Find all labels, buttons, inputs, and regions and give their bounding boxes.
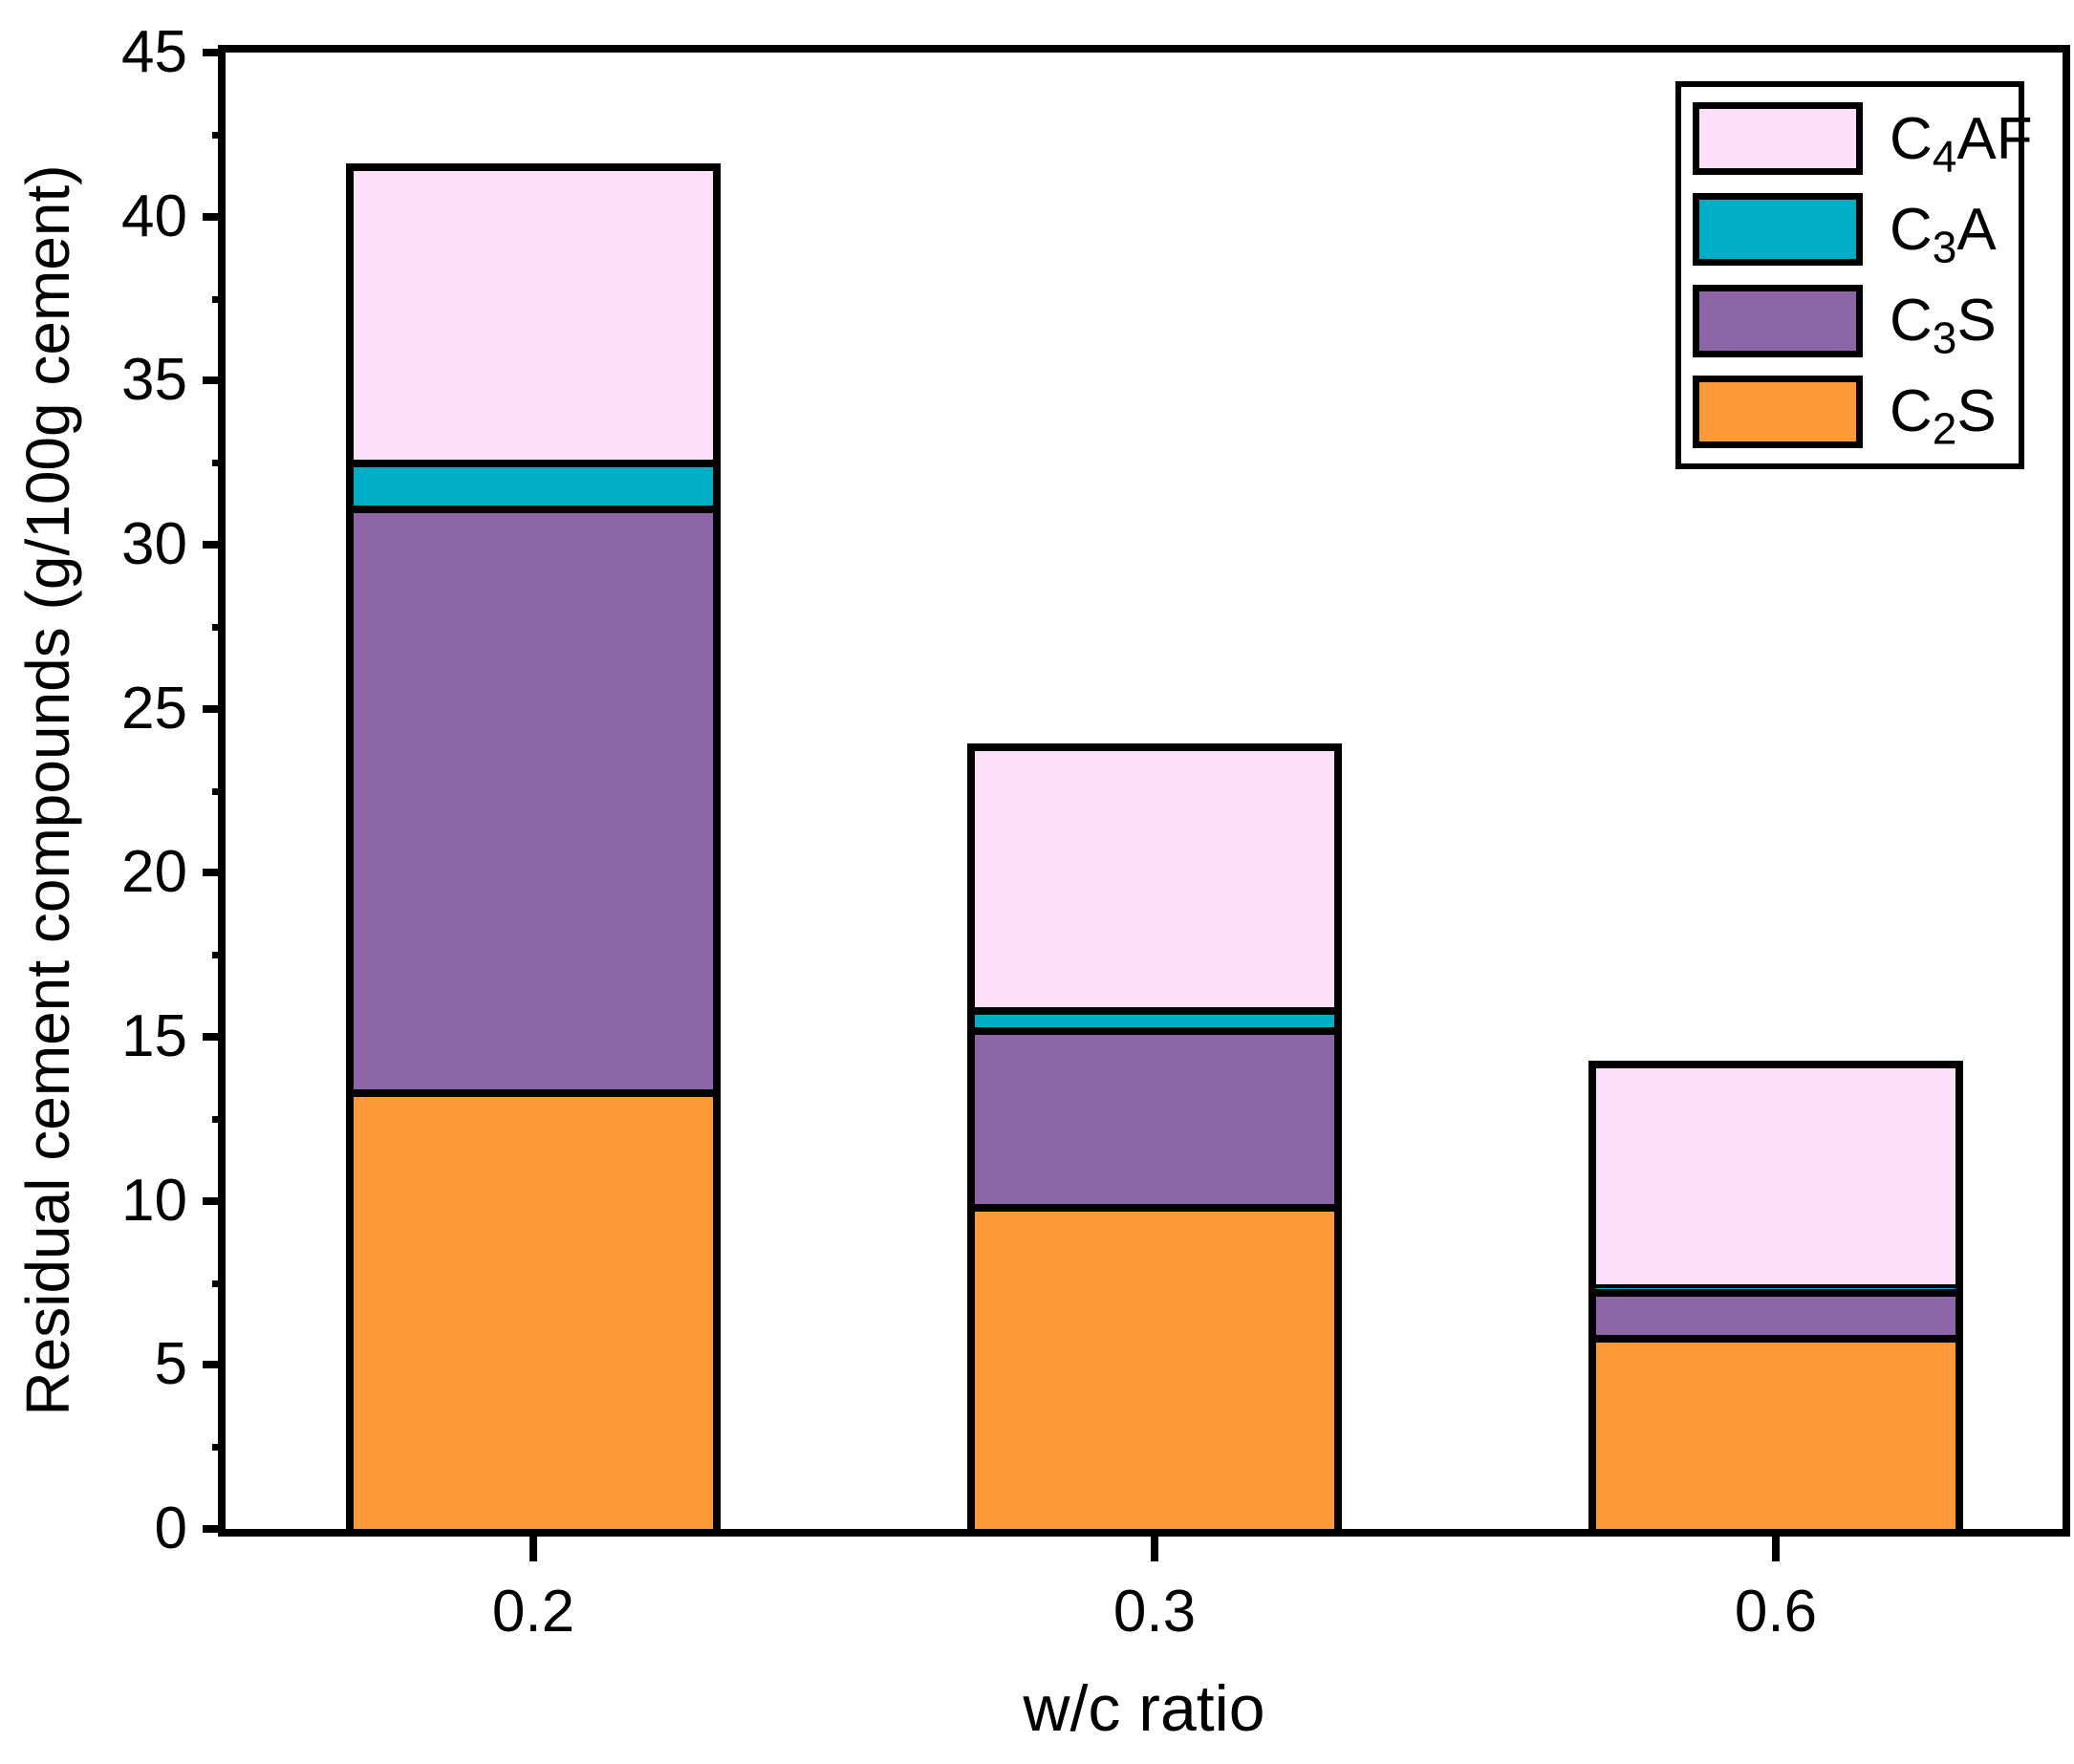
y-major-tick (203, 49, 226, 56)
y-tick-label: 30 (121, 511, 187, 577)
y-tick-label: 45 (121, 19, 187, 85)
y-tick-label: 15 (121, 1003, 187, 1069)
legend-label-C3S: C3S (1890, 288, 1997, 363)
y-tick-label: 40 (121, 183, 187, 249)
bar-segment-C3S (354, 505, 713, 1089)
legend-label-C3A: C3A (1890, 196, 1997, 272)
legend-item-C4AF: C4AF (1693, 97, 2033, 181)
y-minor-tick (212, 460, 226, 467)
x-axis-title: w/c ratio (1023, 1672, 1265, 1745)
legend-label-C2S: C2S (1890, 378, 1997, 454)
y-tick-label: 0 (154, 1495, 187, 1561)
y-major-tick (203, 704, 226, 713)
y-major-tick (203, 541, 226, 549)
x-major-tick (529, 1537, 537, 1561)
y-minor-tick (212, 295, 226, 303)
y-tick-label: 25 (121, 675, 187, 742)
bar-segment-C2S (354, 1088, 713, 1529)
y-major-tick (203, 1033, 226, 1041)
y-minor-tick (212, 1115, 226, 1123)
legend-item-C2S: C2S (1693, 370, 2007, 454)
x-major-tick (1151, 1537, 1158, 1561)
bar-segment-C2S (1596, 1335, 1955, 1529)
y-major-tick (203, 1361, 226, 1369)
y-major-tick (203, 1196, 226, 1205)
y-minor-tick (212, 952, 226, 959)
legend-swatch-C4AF (1693, 102, 1863, 175)
legend-swatch-C3A (1693, 193, 1863, 267)
x-tick-label: 0.2 (491, 1579, 575, 1645)
x-tick-label: 0.3 (1113, 1579, 1197, 1645)
legend-swatch-C3S (1693, 284, 1863, 357)
y-minor-tick (212, 131, 226, 139)
bar-segment-C2S (975, 1204, 1334, 1529)
bar-segment-C3S (975, 1026, 1334, 1205)
bar-segment-C3A (975, 1007, 1334, 1027)
y-minor-tick (212, 787, 226, 795)
y-minor-tick (212, 1444, 226, 1452)
bar-segment-C3A (354, 459, 713, 506)
y-minor-tick (212, 1280, 226, 1287)
x-tick-label: 0.6 (1734, 1579, 1818, 1645)
x-major-tick (1772, 1537, 1780, 1561)
y-tick-label: 35 (121, 347, 187, 414)
legend-label-C4AF: C4AF (1890, 105, 2033, 181)
bar-wc-0.6 (1588, 1060, 1963, 1537)
bar-segment-C4AF (975, 751, 1334, 1008)
y-tick-label: 5 (154, 1331, 187, 1398)
bar-segment-C3A (1596, 1284, 1955, 1290)
legend-item-C3A: C3A (1693, 187, 2007, 271)
bar-segment-C4AF (1596, 1067, 1955, 1285)
legend: C4AF C3A C3S C2S (1675, 81, 2033, 469)
bar-wc-0.2 (346, 162, 721, 1537)
bar-wc-0.3 (967, 743, 1342, 1537)
bar-segment-C3S (1596, 1289, 1955, 1336)
y-minor-tick (212, 623, 226, 631)
bar-segment-C4AF (354, 170, 713, 460)
legend-swatch-C2S (1693, 375, 1863, 448)
y-tick-label: 10 (121, 1167, 187, 1234)
y-major-tick (203, 376, 226, 385)
legend-item-C3S: C3S (1693, 279, 2007, 363)
y-major-tick (203, 1525, 226, 1533)
y-major-tick (203, 212, 226, 221)
y-tick-label: 20 (121, 839, 187, 906)
y-major-tick (203, 869, 226, 877)
